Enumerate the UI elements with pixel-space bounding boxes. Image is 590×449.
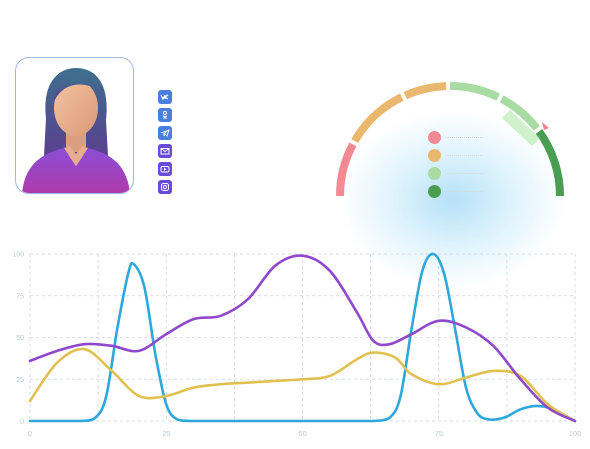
odnoklassniki-icon[interactable]: [158, 108, 172, 122]
gauge-arcs: [336, 82, 564, 197]
y-tick-label: 100: [12, 252, 24, 259]
gauge-segment: [535, 128, 564, 197]
y-tick-label: 75: [16, 293, 24, 300]
legend-placeholder-line: [447, 136, 483, 138]
x-tick-label: 0: [28, 429, 32, 438]
gauge-segment: [449, 82, 500, 101]
chart-lines: [28, 252, 577, 423]
x-tick-label: 100: [569, 429, 582, 438]
x-tick-label: 50: [298, 429, 306, 438]
gauge-segment: [351, 93, 404, 144]
legend-placeholder-line: [447, 154, 483, 156]
series-line-2: [28, 347, 577, 423]
gauge-legend: [428, 128, 483, 200]
y-tick-label: 25: [16, 377, 24, 384]
instagram-icon[interactable]: [158, 180, 172, 194]
x-tick-label: 75: [435, 429, 443, 438]
gauge-segment: [403, 82, 447, 100]
chart-ticks: 0 25 50 75 100 0 25 50 75 100: [12, 252, 581, 439]
legend-dot: [428, 166, 441, 180]
gauge-indicator: [502, 110, 549, 146]
legend-item: [428, 182, 483, 200]
y-tick-label: 50: [16, 335, 24, 342]
gauge-dial: [336, 82, 564, 197]
profile-avatar-card[interactable]: [15, 57, 134, 194]
gauge-segment: [336, 142, 357, 197]
mail-icon[interactable]: [158, 144, 172, 158]
legend-placeholder-line: [447, 190, 483, 192]
youtube-icon[interactable]: [158, 162, 172, 176]
social-links: [158, 90, 172, 194]
gauge-segment: [499, 95, 540, 131]
series-line-1: [28, 252, 577, 423]
legend-item: [428, 164, 483, 182]
legend-item: [428, 128, 483, 146]
line-chart: 0 25 50 75 100 0 25 50 75 100: [12, 252, 581, 439]
telegram-icon[interactable]: [158, 126, 172, 140]
legend-dot: [428, 130, 441, 144]
legend-placeholder-line: [447, 172, 483, 174]
series-line-3: [28, 254, 577, 423]
y-tick-label: 0: [20, 419, 24, 426]
vk-icon[interactable]: [158, 90, 172, 104]
x-tick-label: 25: [162, 429, 170, 438]
legend-dot: [428, 148, 441, 162]
legend-item: [428, 146, 483, 164]
female-avatar-icon: [22, 68, 130, 193]
legend-dot: [428, 184, 441, 198]
chart-grid: [29, 253, 576, 422]
